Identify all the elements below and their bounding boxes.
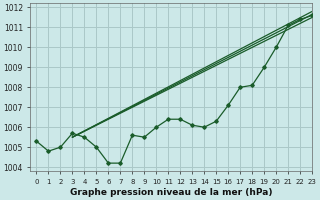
X-axis label: Graphe pression niveau de la mer (hPa): Graphe pression niveau de la mer (hPa) [70, 188, 273, 197]
